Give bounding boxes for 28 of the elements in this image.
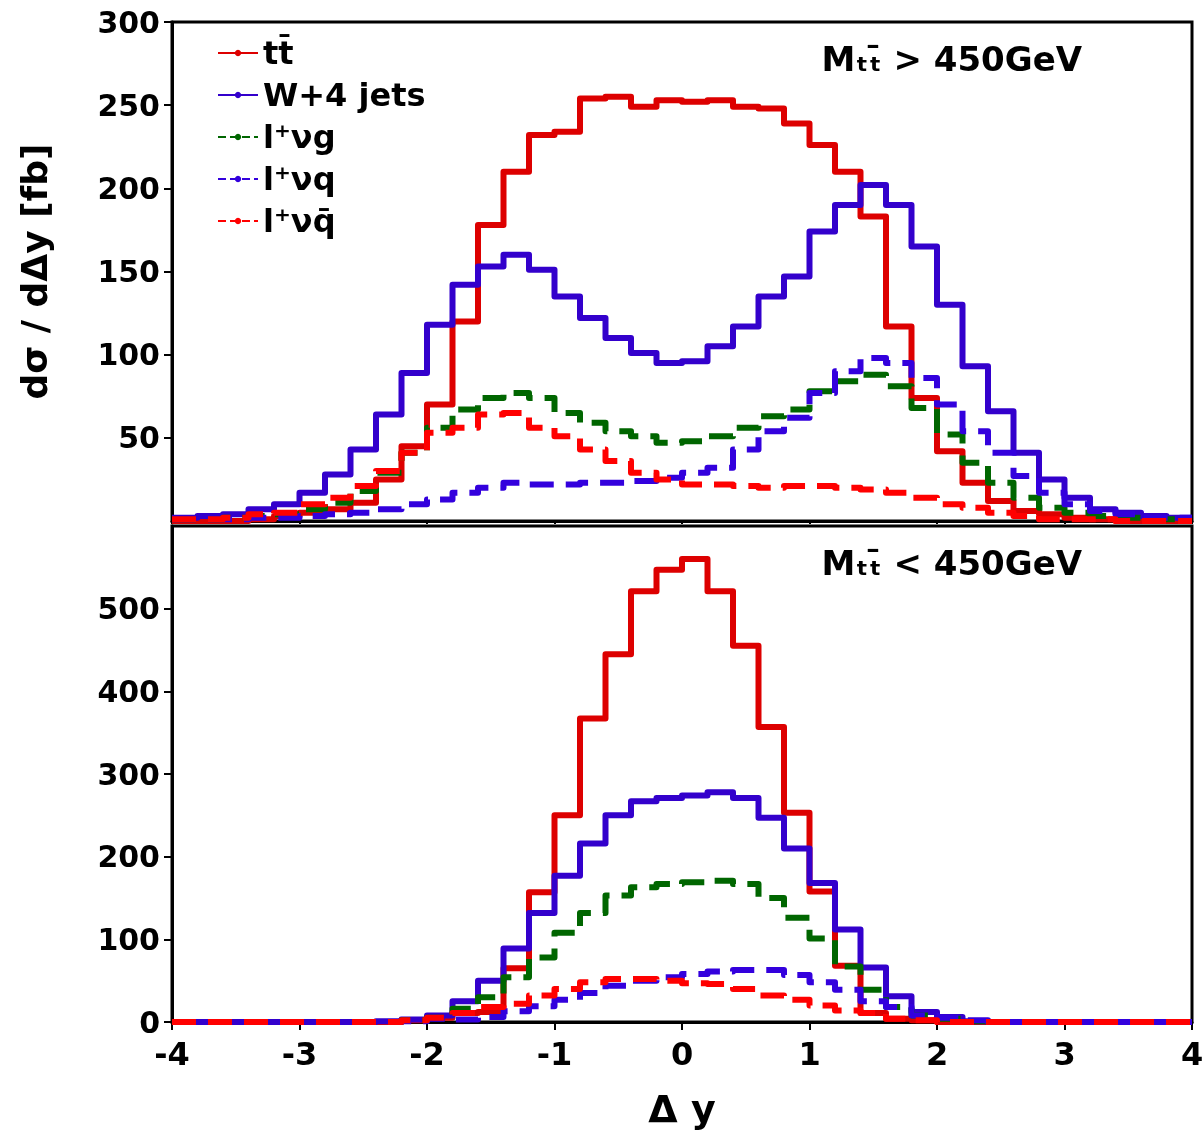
legend-label: tt̄ bbox=[263, 34, 294, 72]
y-tick-label: 300 bbox=[97, 4, 160, 40]
y-tick-label: 100 bbox=[97, 921, 160, 957]
y-axis-title: dσ / dΔy [fb] bbox=[13, 143, 55, 400]
legend-label: l⁺νq bbox=[263, 160, 336, 198]
x-tick-label: -3 bbox=[281, 1035, 318, 1073]
x-tick-label: 4 bbox=[1180, 1035, 1202, 1073]
x-tick-label: -1 bbox=[536, 1035, 573, 1073]
legend-label: W+4 jets bbox=[263, 76, 426, 114]
y-tick-label: 100 bbox=[97, 337, 160, 373]
y-tick-label: 500 bbox=[97, 591, 160, 627]
legend-label: l⁺νg bbox=[263, 118, 336, 156]
annotation: Mₜₜ̄ < 450GeV bbox=[821, 543, 1083, 583]
x-tick-label: 3 bbox=[1053, 1035, 1076, 1073]
x-axis-title: Δ y bbox=[648, 1087, 716, 1131]
annotation: Mₜₜ̄ > 450GeV bbox=[821, 39, 1083, 79]
y-tick-label: 300 bbox=[97, 756, 160, 792]
x-tick-label: 1 bbox=[798, 1035, 821, 1073]
x-tick-label: -2 bbox=[409, 1035, 445, 1073]
y-tick-label: 200 bbox=[97, 839, 160, 875]
y-tick-label: 250 bbox=[97, 87, 160, 123]
y-tick-label: 50 bbox=[118, 420, 160, 456]
y-tick-label: 400 bbox=[97, 673, 160, 709]
x-tick-label: 0 bbox=[670, 1035, 694, 1073]
x-tick-label: 2 bbox=[925, 1035, 949, 1073]
legend-label: l⁺νq̄ bbox=[263, 202, 336, 240]
y-tick-label: 150 bbox=[97, 254, 160, 289]
y-tick-label: 200 bbox=[97, 170, 160, 206]
